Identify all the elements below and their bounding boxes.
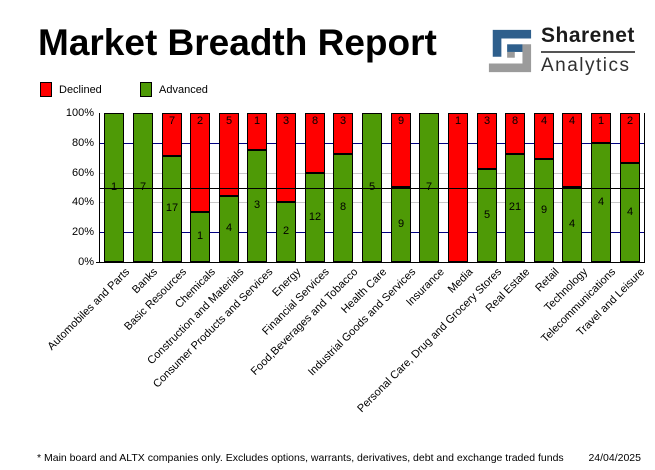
declined-bar-segment [162,113,182,156]
declined-value-label: 9 [397,115,405,127]
declined-value-label: 3 [339,115,347,127]
sharenet-logo-icon [488,29,532,72]
advanced-value-label: 9 [397,217,405,230]
declined-value-label: 2 [196,115,204,127]
advanced-bar-segment [505,154,525,262]
declined-bar-segment [534,113,554,159]
report-date: 24/04/2025 [588,452,641,464]
declined-value-label: 3 [282,115,290,127]
advanced-bar-segment [534,159,554,262]
declined-bar-segment [562,113,582,187]
declined-bar-segment [448,113,468,262]
advanced-bar-segment [104,113,124,262]
declined-value-label: 2 [626,115,634,127]
x-axis-category-label: Automobiles and Parts [45,266,132,353]
declined-bar-segment [505,113,525,154]
advanced-value-label: 21 [508,201,522,213]
advanced-bar-segment [333,154,353,262]
y-axis-line [99,113,100,263]
declined-value-label: 5 [225,115,233,127]
advanced-value-label: 5 [483,208,491,221]
advanced-bar-segment [591,143,611,262]
advanced-bar-segment [133,113,153,262]
declined-value-label: 1 [253,115,261,127]
declined-bar-segment [391,113,411,187]
declined-value-label: 8 [311,115,319,127]
y-axis-tick-label: 40% [71,196,94,209]
y-axis-tick-label: 60% [71,166,94,179]
advanced-bar-segment [247,150,267,262]
declined-bar-segment [247,113,267,150]
advanced-value-label: 4 [597,195,605,208]
page-title: Market Breadth Report [38,22,437,63]
advanced-value-label: 17 [165,202,179,214]
advanced-value-label: 4 [225,222,233,234]
advanced-bar-segment [276,202,296,262]
advanced-value-label: 1 [196,230,204,242]
advanced-bar-segment [620,163,640,262]
fifty-percent-reference-line [100,188,644,189]
advanced-bar-segment [305,173,325,262]
logo-brand-subtitle: Analytics [541,55,631,76]
y-axis-tick-label: 0% [78,256,94,268]
declined-bar-segment [477,113,497,169]
declined-value-label: 7 [168,115,176,127]
advanced-value-label: 4 [626,205,634,218]
advanced-value-label: 8 [339,201,347,213]
declined-bar-segment [219,113,239,196]
plot-right-border [644,113,645,263]
advanced-value-label: 2 [282,225,290,237]
declined-bar-segment [333,113,353,154]
declined-value-label: 1 [454,115,462,127]
legend-item-advanced: Advanced [140,82,208,97]
advanced-value-label: 3 [253,199,261,211]
footnote: * Main board and ALTX companies only. Ex… [37,452,564,464]
sharenet-logo: Sharenet Analytics [487,24,635,77]
advanced-bar-segment [562,187,582,262]
declined-bar-segment [591,113,611,143]
declined-bar-segment [276,113,296,202]
advanced-value-label: 7 [139,180,147,193]
advanced-bar-segment [362,113,382,262]
declined-color-swatch [40,82,52,97]
advanced-value-label: 1 [110,180,118,193]
advanced-bar-segment [162,156,182,262]
declined-value-label: 4 [540,115,548,127]
declined-bar-segment [190,113,210,212]
legend-label-declined: Declined [59,83,102,96]
advanced-value-label: 5 [368,180,376,193]
advanced-value-label: 7 [425,180,433,193]
advanced-color-swatch [140,82,152,97]
y-axis-tick-label: 100% [65,107,94,119]
advanced-value-label: 4 [568,217,576,230]
advanced-bar-segment [219,196,239,262]
declined-bar-segment [620,113,640,163]
y-axis-tick-label: 80% [71,136,94,149]
declined-value-label: 1 [597,115,605,127]
advanced-bar-segment [190,212,210,262]
legend-item-declined: Declined [40,82,102,97]
x-axis-line [96,262,645,263]
sharenet-logo-text: Sharenet Analytics [541,24,635,77]
declined-value-label: 4 [568,115,576,127]
advanced-bar-segment [391,187,411,262]
logo-brand-name: Sharenet [541,24,635,53]
advanced-bar-segment [419,113,439,262]
declined-value-label: 8 [511,115,519,127]
legend-label-advanced: Advanced [159,83,208,96]
advanced-value-label: 9 [540,203,548,216]
advanced-value-label: 12 [308,210,322,223]
advanced-bar-segment [477,169,497,262]
y-axis-tick-label: 20% [71,226,94,239]
declined-bar-segment [305,113,325,173]
declined-value-label: 3 [483,115,491,127]
